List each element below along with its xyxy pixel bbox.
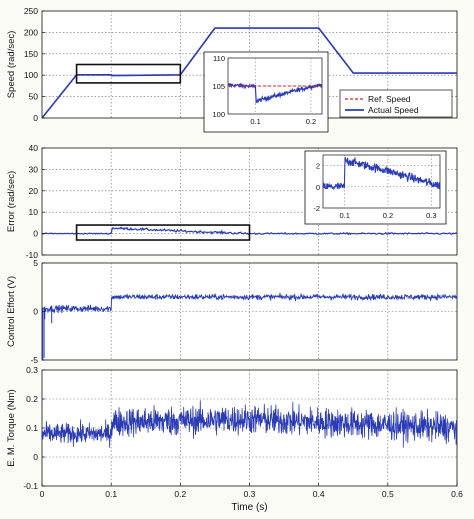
control-effort-line — [41, 292, 458, 314]
y-tick-label: 0.1 — [26, 423, 38, 433]
x-tick-label: 0.5 — [382, 489, 394, 499]
control-effort-grid — [42, 263, 457, 360]
y-tick-label: -0.1 — [23, 481, 38, 491]
y-tick-label: 250 — [24, 6, 38, 16]
y-tick-label: 5 — [33, 258, 38, 268]
y-tick-label: 40 — [29, 143, 39, 153]
inset-y-tick-label: -2 — [313, 204, 320, 213]
error-inset: -2 0 2 0.1 0.2 0.3 — [304, 150, 447, 225]
y-tick-label: 0 — [33, 113, 38, 123]
y-tick-label: -10 — [26, 250, 39, 260]
control-effort-y-label: Control Effort (V) — [6, 276, 17, 347]
inset-y-tick-label: 2 — [316, 162, 320, 171]
speed-panel: 0 50 100 150 200 250 Speed (rad/sec) 100 105 11… — [6, 6, 458, 133]
x-tick-label: 0.6 — [451, 489, 463, 499]
y-tick-label: 10 — [29, 207, 39, 217]
inset-plot-area — [322, 154, 441, 209]
time-x-ticks: 0 0.1 0.2 0.3 0.4 0.5 0.6 — [40, 483, 463, 499]
torque-panel: -0.100.10.20.3 0 0.1 0.2 0.3 0.4 0.5 0.6 E. M.… — [6, 365, 463, 513]
x-tick-label: 0.4 — [313, 489, 325, 499]
y-tick-label: 200 — [24, 27, 38, 37]
speed-y-ticks: 0 50 100 150 200 250 — [24, 6, 45, 123]
control-effort-series — [41, 292, 458, 360]
error-panel: -10 0 10 20 30 40 Error (rad/sec) -2 0 2 0.1 0.2 0… — [6, 143, 458, 260]
error-y-label: Error (rad/sec) — [6, 171, 17, 232]
time-x-label: Time (s) — [231, 502, 267, 513]
y-tick-label: 30 — [29, 164, 39, 174]
x-tick-label: 0.1 — [105, 489, 117, 499]
speed-y-label: Speed (rad/sec) — [6, 31, 17, 99]
y-tick-label: 50 — [29, 92, 39, 102]
speed-legend: Ref. Speed Actual Speed — [339, 89, 453, 118]
y-tick-label: 0.2 — [26, 394, 38, 404]
x-tick-label: 0.3 — [244, 489, 256, 499]
control-effort-y-ticks: -5 0 5 — [30, 258, 45, 365]
y-tick-label: 0 — [33, 452, 38, 462]
legend-box — [339, 89, 453, 118]
y-tick-label: 20 — [29, 186, 39, 196]
error-zoom-box — [75, 224, 251, 241]
inset-x-tick-label: 0.3 — [426, 211, 436, 220]
x-tick-label: 0 — [40, 489, 45, 499]
control-effort-panel: -5 0 5 Control Effort (V) — [6, 258, 458, 365]
inset-x-tick-label: 0.1 — [339, 211, 349, 220]
speed-inset: 100 105 110 0.1 0.2 — [203, 51, 329, 133]
speed-zoom-box — [75, 63, 182, 84]
x-tick-label: 0.2 — [174, 489, 186, 499]
torque-line — [41, 400, 458, 448]
inset-y-tick-label: 105 — [212, 82, 225, 91]
inset-y-tick-label: 0 — [316, 183, 320, 192]
inset-x-tick-label: 0.2 — [383, 211, 393, 220]
y-tick-label: 0 — [33, 307, 38, 317]
y-tick-label: 0.3 — [26, 365, 38, 375]
error-y-ticks: -10 0 10 20 30 40 — [26, 143, 45, 260]
y-tick-label: 0 — [33, 229, 38, 239]
y-tick-label: 150 — [24, 49, 38, 59]
inset-actual-speed-line — [227, 82, 323, 104]
y-tick-label: -5 — [30, 355, 38, 365]
inset-x-tick-label: 0.1 — [250, 117, 260, 126]
inset-x-tick-label: 0.2 — [306, 117, 316, 126]
inset-y-tick-label: 100 — [212, 110, 225, 119]
torque-y-ticks: -0.1 0 0.1 0.2 0.3 — [23, 365, 45, 491]
inset-y-tick-label: 110 — [213, 54, 225, 63]
y-tick-label: 100 — [24, 70, 38, 80]
legend-ref-label: Ref. Speed — [368, 94, 411, 104]
torque-y-label: E. M. Torque (Nm) — [6, 389, 17, 466]
inset-error-line — [322, 156, 441, 191]
legend-actual-label: Actual Speed — [368, 105, 419, 115]
torque-series — [41, 400, 458, 448]
